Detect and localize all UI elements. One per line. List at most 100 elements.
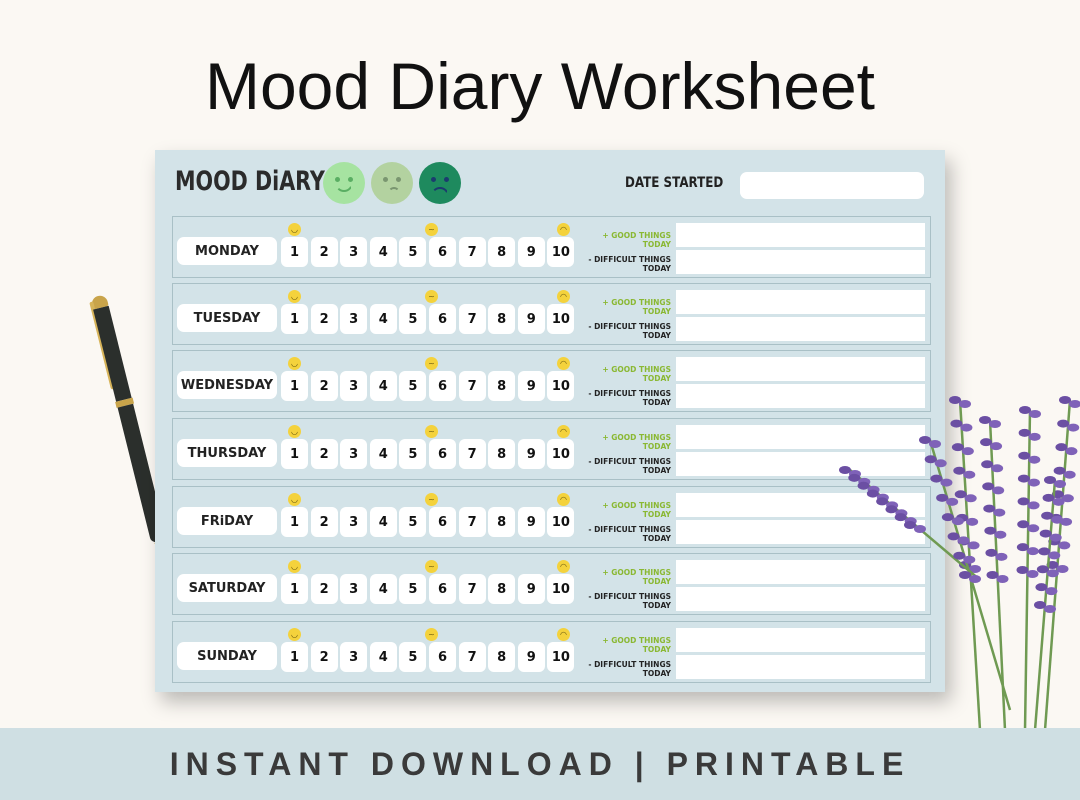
smile-emoji-icon: ◡	[288, 357, 301, 370]
mood-score-3[interactable]: 3	[340, 304, 368, 334]
mood-score-8[interactable]: 8	[488, 304, 516, 334]
mood-score-8[interactable]: 8	[488, 439, 516, 469]
mood-score-5[interactable]: 5	[399, 304, 427, 334]
mood-score-10[interactable]: 10	[547, 507, 575, 537]
mood-score-5[interactable]: 5	[399, 371, 427, 401]
mood-score-7[interactable]: 7	[458, 237, 486, 267]
mood-score-2[interactable]: 2	[310, 642, 338, 672]
date-started-field[interactable]	[740, 172, 924, 199]
mood-score-10[interactable]: 10	[547, 371, 575, 401]
mood-score-4[interactable]: 4	[369, 304, 397, 334]
mood-score-7[interactable]: 7	[458, 439, 486, 469]
mood-score-9[interactable]: 9	[517, 642, 545, 672]
good-things-input[interactable]	[676, 357, 925, 381]
mood-score-10[interactable]: 10	[547, 642, 575, 672]
mood-score-1[interactable]: 1	[281, 371, 308, 401]
mood-score-2[interactable]: 2	[310, 304, 338, 334]
good-things-input[interactable]	[676, 290, 925, 314]
mood-score-4[interactable]: 4	[369, 642, 397, 672]
good-things-input[interactable]	[676, 223, 925, 247]
mood-score-4[interactable]: 4	[369, 439, 397, 469]
mood-score-9[interactable]: 9	[517, 507, 545, 537]
mood-score-7[interactable]: 7	[458, 304, 486, 334]
mood-score-8[interactable]: 8	[488, 507, 516, 537]
mood-score-6[interactable]: 6	[429, 237, 456, 267]
day-label: WEDNESDAY	[177, 371, 277, 399]
mood-score-6[interactable]: 6	[429, 574, 456, 604]
mood-score-4[interactable]: 4	[369, 371, 397, 401]
mood-score-5[interactable]: 5	[399, 439, 427, 469]
difficult-things-input[interactable]	[676, 587, 925, 611]
day-label: FRiDAY	[177, 507, 277, 535]
mood-score-8[interactable]: 8	[488, 642, 516, 672]
day-row: SUNDAY 1 2 3 4 5 6 7 8 9 10 ◡ ~ ◠ + GOOD THINGS TODAY -…	[172, 621, 931, 683]
good-things-input[interactable]	[676, 560, 925, 584]
day-label: SATURDAY	[177, 574, 277, 602]
frown-emoji-icon: ◠	[557, 357, 570, 370]
mood-score-8[interactable]: 8	[488, 574, 516, 604]
good-things-input[interactable]	[676, 628, 925, 652]
mood-score-6[interactable]: 6	[429, 507, 456, 537]
difficult-things-input[interactable]	[676, 452, 925, 476]
mood-score-2[interactable]: 2	[310, 574, 338, 604]
day-row: TUESDAY 1 2 3 4 5 6 7 8 9 10 ◡ ~ ◠ + GOOD THINGS TODAY…	[172, 283, 931, 345]
mood-score-6[interactable]: 6	[429, 439, 456, 469]
mood-score-10[interactable]: 10	[547, 574, 575, 604]
mood-score-9[interactable]: 9	[517, 237, 545, 267]
mood-score-4[interactable]: 4	[369, 237, 397, 267]
difficult-things-label: - DIFFICULT THINGS TODAY	[588, 255, 671, 273]
mood-score-6[interactable]: 6	[429, 642, 456, 672]
mood-score-3[interactable]: 3	[340, 237, 368, 267]
mood-score-4[interactable]: 4	[369, 574, 397, 604]
difficult-things-input[interactable]	[676, 655, 925, 679]
mood-score-10[interactable]: 10	[547, 304, 575, 334]
mood-score-5[interactable]: 5	[399, 507, 427, 537]
mood-score-4[interactable]: 4	[369, 507, 397, 537]
mood-score-9[interactable]: 9	[517, 304, 545, 334]
mood-score-9[interactable]: 9	[517, 371, 545, 401]
mood-score-10[interactable]: 10	[547, 439, 575, 469]
smile-emoji-icon: ◡	[288, 628, 301, 641]
unsure-emoji-icon: ~	[425, 628, 438, 641]
mood-score-7[interactable]: 7	[458, 642, 486, 672]
mood-score-5[interactable]: 5	[399, 237, 427, 267]
mood-score-7[interactable]: 7	[458, 507, 486, 537]
difficult-things-input[interactable]	[676, 520, 925, 544]
bottom-banner: INSTANT DOWNLOAD | PRINTABLE	[0, 728, 1080, 800]
mood-score-9[interactable]: 9	[517, 439, 545, 469]
mood-score-1[interactable]: 1	[281, 304, 308, 334]
difficult-things-input[interactable]	[676, 384, 925, 408]
mood-score-7[interactable]: 7	[458, 574, 486, 604]
mood-score-6[interactable]: 6	[429, 304, 456, 334]
unsure-emoji-icon: ~	[425, 493, 438, 506]
mood-score-2[interactable]: 2	[310, 237, 338, 267]
mood-score-9[interactable]: 9	[517, 574, 545, 604]
good-things-input[interactable]	[676, 425, 925, 449]
mood-score-10[interactable]: 10	[547, 237, 575, 267]
mood-score-1[interactable]: 1	[281, 439, 308, 469]
mood-score-3[interactable]: 3	[340, 439, 368, 469]
frown-emoji-icon: ◠	[557, 290, 570, 303]
mood-score-5[interactable]: 5	[399, 574, 427, 604]
mood-score-3[interactable]: 3	[340, 507, 368, 537]
mood-score-8[interactable]: 8	[488, 371, 516, 401]
mood-score-3[interactable]: 3	[340, 574, 368, 604]
unsure-emoji-icon: ~	[425, 357, 438, 370]
mood-score-5[interactable]: 5	[399, 642, 427, 672]
mood-score-7[interactable]: 7	[458, 371, 486, 401]
mood-score-1[interactable]: 1	[281, 642, 308, 672]
mood-score-3[interactable]: 3	[340, 371, 368, 401]
mood-score-6[interactable]: 6	[429, 371, 456, 401]
mood-score-1[interactable]: 1	[281, 507, 308, 537]
good-things-label: + GOOD THINGS TODAY	[602, 365, 671, 383]
mood-score-3[interactable]: 3	[340, 642, 368, 672]
difficult-things-input[interactable]	[676, 317, 925, 341]
mood-score-1[interactable]: 1	[281, 237, 308, 267]
mood-score-2[interactable]: 2	[310, 439, 338, 469]
mood-score-1[interactable]: 1	[281, 574, 308, 604]
difficult-things-input[interactable]	[676, 250, 925, 274]
mood-score-2[interactable]: 2	[310, 371, 338, 401]
mood-score-8[interactable]: 8	[488, 237, 516, 267]
mood-score-2[interactable]: 2	[310, 507, 338, 537]
happy-face-icon	[323, 162, 365, 204]
